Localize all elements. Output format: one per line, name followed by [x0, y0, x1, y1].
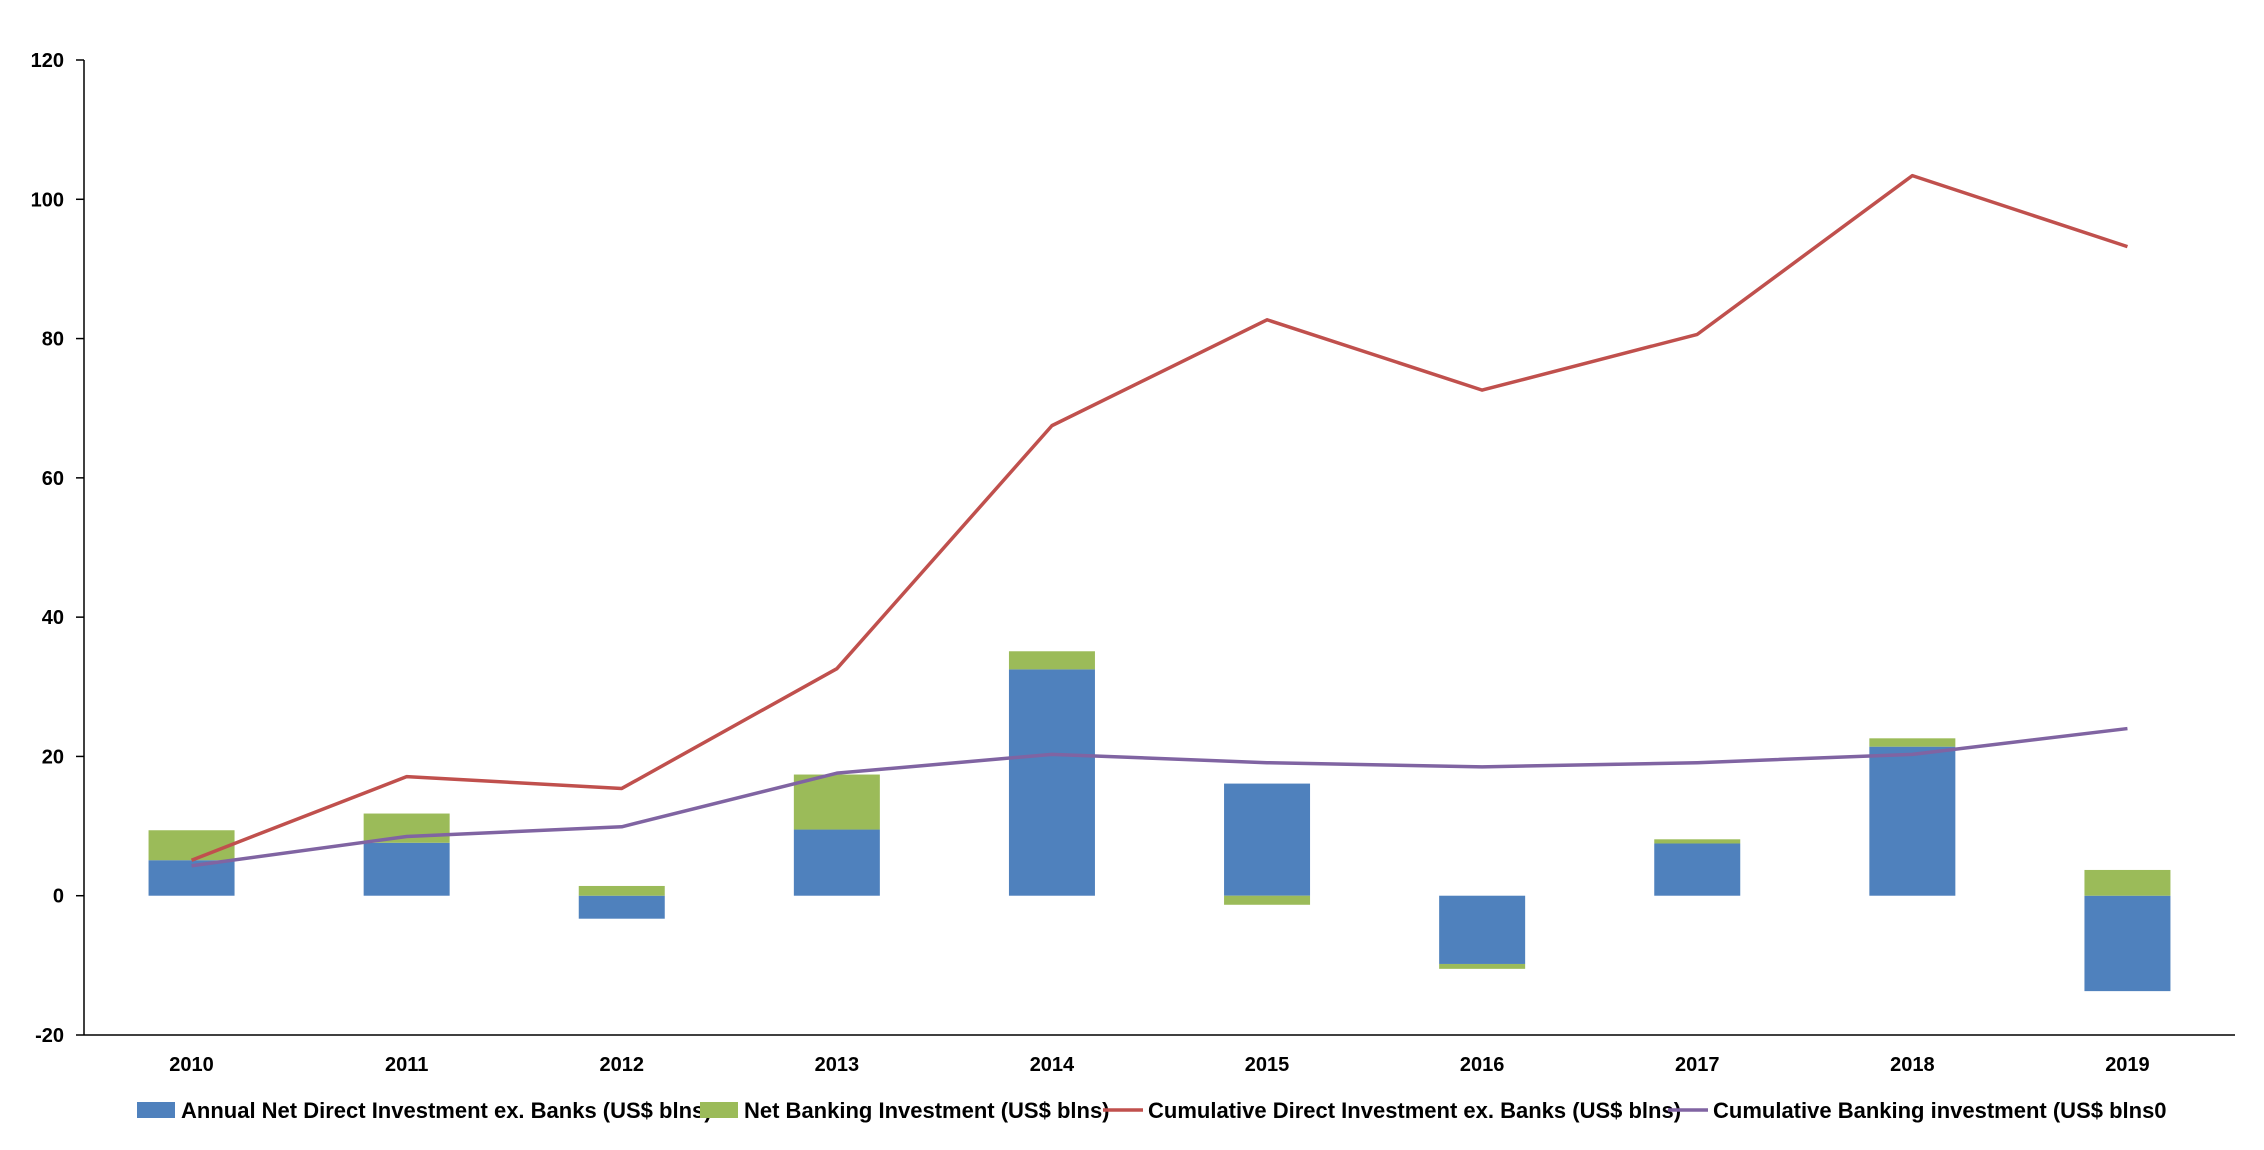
bars — [148, 651, 2171, 992]
bar-banking-investment — [1869, 738, 1956, 747]
lines — [190, 173, 2128, 868]
bar-direct-investment — [578, 895, 665, 919]
line-cumulative-banking-investment — [191, 726, 2128, 868]
y-tick-label: 120 — [31, 50, 64, 72]
x-tick-label: 2016 — [1460, 1054, 1505, 1076]
x-tick-label: 2012 — [600, 1054, 645, 1076]
bar-banking-investment — [578, 885, 665, 896]
legend-swatch — [700, 1102, 738, 1118]
x-tick-label: 2019 — [2105, 1054, 2150, 1076]
x-tick-label: 2010 — [169, 1054, 214, 1076]
bar-direct-investment — [793, 829, 880, 896]
legend: Annual Net Direct Investment ex. Banks (… — [137, 1098, 2167, 1123]
bar-direct-investment — [148, 860, 235, 896]
x-tick-label: 2011 — [385, 1054, 428, 1076]
line-cumulative-direct-investment — [190, 173, 2128, 862]
bar-banking-investment — [2084, 869, 2171, 896]
bar-banking-investment — [793, 774, 880, 830]
y-tick-label: 60 — [42, 468, 64, 490]
x-tick-label: 2014 — [1030, 1054, 1075, 1076]
legend-swatch — [137, 1102, 175, 1118]
legend-label: Cumulative Banking investment (US$ blns0 — [1713, 1098, 2167, 1123]
x-tick-label: 2017 — [1675, 1054, 1720, 1076]
bar-banking-investment — [148, 830, 235, 861]
bar-direct-investment — [1224, 783, 1311, 896]
y-tick-label: 40 — [42, 607, 64, 629]
bar-direct-investment — [1654, 843, 1741, 896]
y-tick-label: 100 — [31, 189, 64, 211]
y-tick-label: 80 — [42, 329, 64, 351]
y-tick-label: -20 — [35, 1025, 64, 1047]
legend-label: Annual Net Direct Investment ex. Banks (… — [181, 1098, 712, 1123]
bar-banking-investment — [1439, 963, 1526, 969]
bar-banking-investment — [1008, 651, 1095, 670]
legend-label: Cumulative Direct Investment ex. Banks (… — [1148, 1098, 1681, 1123]
y-tick-label: 0 — [53, 886, 64, 908]
bar-banking-investment — [363, 813, 450, 843]
bar-direct-investment — [1008, 669, 1095, 896]
x-tick-label: 2013 — [815, 1054, 860, 1076]
y-axis: -20 0 20 40 60 80 100 120 — [31, 50, 85, 1047]
bar-direct-investment — [1439, 895, 1526, 964]
legend-label: Net Banking Investment (US$ blns) — [744, 1098, 1110, 1123]
x-tick-label: 2018 — [1890, 1054, 1935, 1076]
x-axis: 2010 2011 2012 2013 2014 2015 2016 2017 2018 2019 — [84, 1034, 2235, 1076]
bar-direct-investment — [363, 842, 450, 896]
bar-direct-investment — [2084, 895, 2171, 992]
bar-direct-investment — [1869, 746, 1956, 896]
x-tick-label: 2015 — [1245, 1054, 1290, 1076]
bar-banking-investment — [1224, 895, 1311, 905]
bar-banking-investment — [1654, 839, 1741, 844]
y-tick-label: 20 — [42, 746, 64, 768]
